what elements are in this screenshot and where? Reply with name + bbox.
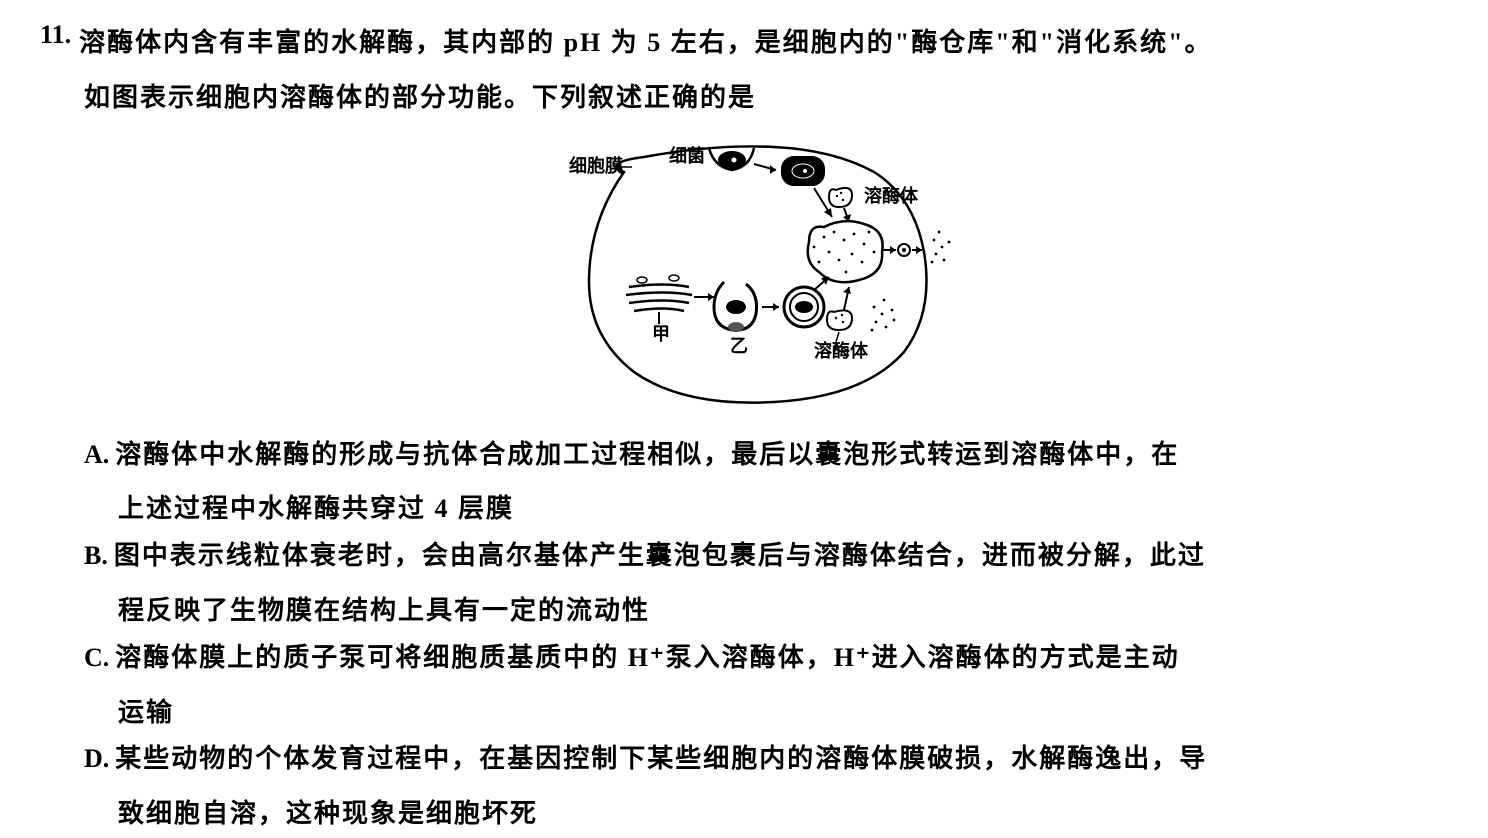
- label-cell-membrane: 细胞膜: [569, 155, 623, 176]
- question-number: 11.: [40, 20, 71, 50]
- option-d: D. 某些动物的个体发育过程中，在基因控制下某些细胞内的溶酶体膜破损，水解酶逸出…: [84, 736, 1448, 783]
- label-lysosome-bottom: 溶酶体: [814, 340, 869, 361]
- option-b: B. 图中表示线粒体衰老时，会由高尔基体产生囊泡包裹后与溶酶体结合，进而被分解，…: [84, 533, 1448, 580]
- option-b-label: B.: [84, 533, 108, 580]
- diagram-container: 细胞膜 细菌 溶酶体 溶酶体 甲 乙: [40, 132, 1448, 412]
- arrow1-head: [770, 165, 776, 174]
- option-b-text1: 图中表示线粒体衰老时，会由高尔基体产生囊泡包裹后与溶酶体结合，进而被分解，此过: [114, 533, 1206, 580]
- cell-membrane-path: [589, 146, 927, 402]
- option-d-text1: 某些动物的个体发育过程中，在基因控制下某些细胞内的溶酶体膜破损，水解酶逸出，导: [115, 736, 1207, 783]
- mito-in-yi: [726, 300, 746, 314]
- option-a: A. 溶酶体中水解酶的形成与抗体合成加工过程相似，最后以囊泡形式转运到溶酶体中，…: [84, 432, 1448, 479]
- option-c: C. 溶酶体膜上的质子泵可将细胞质基质中的 H⁺泵入溶酶体，H⁺进入溶酶体的方式…: [84, 635, 1448, 682]
- option-c-text2: 运输: [118, 690, 1448, 737]
- option-c-label: C.: [84, 635, 109, 682]
- option-c-text1: 溶酶体膜上的质子泵可将细胞质基质中的 H⁺泵入溶酶体，H⁺进入溶酶体的方式是主动: [115, 635, 1179, 682]
- question-text-line1: 溶酶体内含有丰富的水解酶，其内部的 pH 为 5 左右，是细胞内的"酶仓库"和"…: [79, 20, 1212, 67]
- option-d-text2: 致细胞自溶，这种现象是细胞坏死: [118, 791, 1448, 838]
- phagosome-dot: [803, 169, 807, 173]
- diagram-svg: 细胞膜 细菌 溶酶体 溶酶体 甲 乙: [514, 132, 974, 412]
- label-lysosome-top: 溶酶体: [864, 185, 919, 206]
- label-yi: 乙: [730, 336, 748, 356]
- option-d-label: D.: [84, 736, 109, 783]
- question-header: 11. 溶酶体内含有丰富的水解酶，其内部的 pH 为 5 左右，是细胞内的"酶仓…: [40, 20, 1448, 67]
- question-text-line2: 如图表示细胞内溶酶体的部分功能。下列叙述正确的是: [84, 75, 1448, 122]
- options-container: A. 溶酶体中水解酶的形成与抗体合成加工过程相似，最后以囊泡形式转运到溶酶体中，…: [84, 432, 1448, 838]
- label-bacteria: 细菌: [669, 145, 705, 166]
- label-jia: 甲: [652, 324, 670, 344]
- option-b-text2: 程反映了生物膜在结构上具有一定的流动性: [118, 588, 1448, 635]
- option-a-label: A.: [84, 432, 109, 479]
- option-a-text2: 上述过程中水解酶共穿过 4 层膜: [118, 486, 1448, 533]
- option-a-text1: 溶酶体中水解酶的形成与抗体合成加工过程相似，最后以囊泡形式转运到溶酶体中，在: [115, 432, 1179, 479]
- small-lysosome-top: [829, 187, 852, 206]
- bacteria-dot: [732, 157, 737, 162]
- cell-diagram: 细胞膜 细菌 溶酶体 溶酶体 甲 乙: [514, 132, 974, 412]
- small-lysosome-bottom: [827, 310, 852, 330]
